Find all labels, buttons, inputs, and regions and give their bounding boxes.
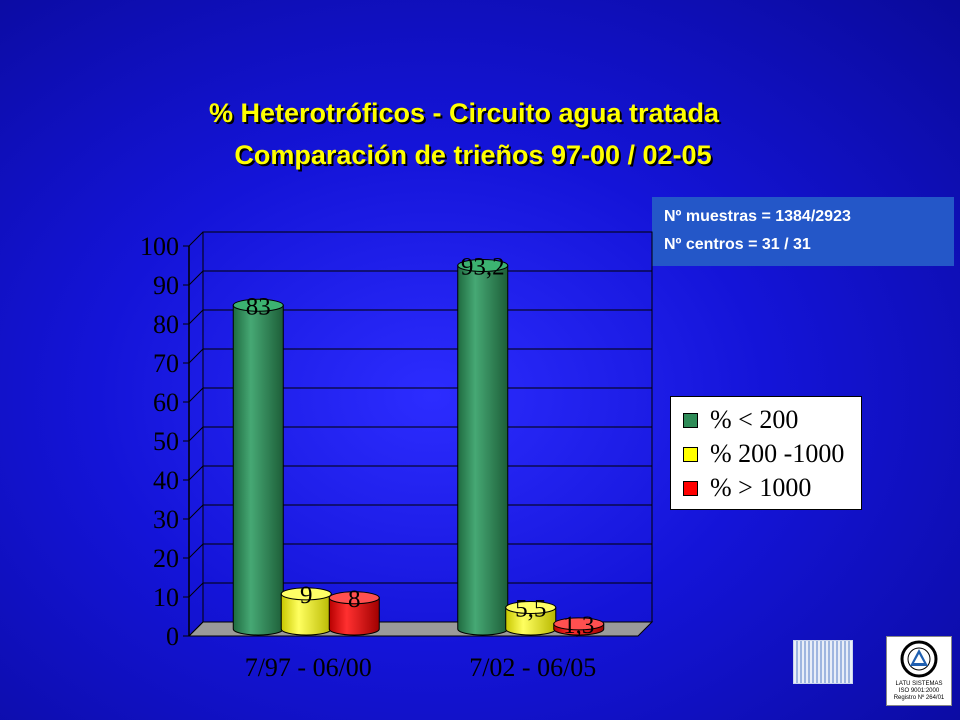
gridline-depth [188,270,204,286]
certification-line: ISO 9001:2000 [898,688,940,694]
data-label: 83 [246,293,271,320]
gridline-depth [188,309,204,325]
bar [328,597,380,636]
gridline-depth [188,504,204,520]
data-label: 1,3 [563,612,594,639]
bar-top [232,298,284,312]
certification-text: LATU SISTEMAS ISO 9001:2000 Registro Nº … [887,681,951,702]
data-label: 5,5 [515,596,546,623]
y-tick-label: 70 [153,349,179,378]
bar [457,265,509,636]
data-label: 8 [348,586,361,613]
samples-count-text: Nº muestras = 1384/2923 [664,208,851,225]
bar-top [505,601,557,615]
y-tick-label: 20 [153,544,179,573]
gridline-depth [188,543,204,559]
legend-swatch [683,412,698,428]
y-tick-label: 80 [153,310,179,339]
legend-label: % > 1000 [710,473,812,502]
certification-line: LATU SISTEMAS [895,681,943,687]
data-label: 93,2 [461,254,505,281]
certification-line: Registro Nº 264/01 [893,695,945,701]
y-tick-label: 50 [153,427,179,456]
chart-subtitle: Comparación de trieños 97-00 / 02-05 [234,140,712,170]
bar-top [457,259,509,273]
y-tick-label: 90 [153,271,179,300]
gridline-depth [188,465,204,481]
centers-count-text: Nº centros = 31 / 31 [664,236,811,253]
chart-legend: % < 200 % 200 -1000 % > 1000 [670,396,862,510]
chart-title: % Heterotróficos - Circuito agua tratada [208,98,720,128]
legend-label: % < 200 [710,405,799,434]
y-tick-label: 0 [166,622,179,651]
company-logo [793,640,853,684]
y-tick-label: 100 [140,232,179,261]
bar-top [280,587,332,601]
x-tick-label: 7/02 - 06/05 [469,653,596,682]
legend-item: % 200 -1000 [683,439,844,469]
bar-top [328,591,380,605]
x-tick-label: 7/97 - 06/00 [245,653,372,682]
iso-certification-logo: LATU SISTEMAS ISO 9001:2000 Registro Nº … [886,636,952,706]
legend-item: % > 1000 [683,473,811,503]
gridline-depth [188,231,204,247]
y-tick-label: 60 [153,388,179,417]
certification-seal-icon [900,640,938,678]
y-tick-label: 10 [153,583,179,612]
legend-swatch [683,480,698,496]
gridline-depth [188,582,204,598]
gridline-depth [188,387,204,403]
sample-info-box: Nº muestras = 1384/2923 Nº centros = 31 … [652,197,954,266]
bar-top [553,617,605,631]
gridline-depth [188,426,204,442]
gridline-depth [188,621,204,637]
bar [232,304,284,636]
legend-swatch [683,446,698,462]
gridline-depth [188,348,204,364]
legend-label: % 200 -1000 [710,439,845,468]
y-tick-label: 30 [153,505,179,534]
legend-item: % < 200 [683,405,798,435]
y-tick-label: 40 [153,466,179,495]
data-label: 9 [300,582,313,609]
